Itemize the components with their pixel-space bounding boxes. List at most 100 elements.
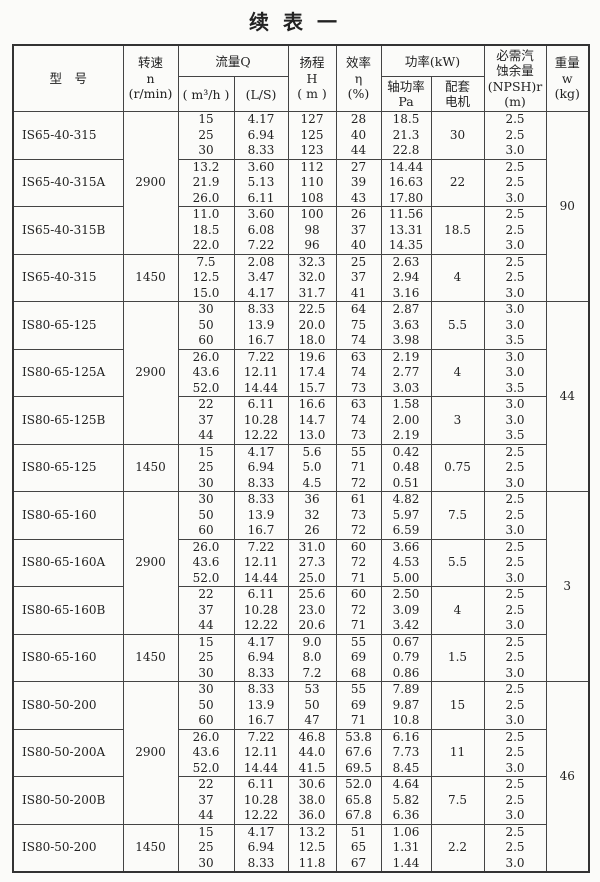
efficiency-cell: 27 39 43 [335, 158, 382, 207]
flow-m3h-value: 26.0 [192, 729, 220, 744]
motor-cell: 3 [430, 396, 485, 445]
flow-m3h-value: 12.5 [192, 270, 220, 284]
npsh-value: 3.0 [505, 760, 525, 775]
header-flow: 流量Q [177, 44, 289, 77]
shaft-power-value: 0.51 [392, 475, 420, 490]
head-value: 53 [304, 682, 320, 696]
flow-ls-cell: 2.08 3.47 4.17 [233, 253, 289, 302]
flow-m3h-value: 13.2 [192, 159, 220, 174]
shaft-power-value: 9.87 [392, 697, 420, 712]
npsh-value: 2.5 [505, 602, 525, 617]
flow-ls-value: 12.22 [243, 808, 279, 822]
speed-cell: 1450 [122, 253, 179, 302]
motor-cell: 18.5 [430, 206, 485, 255]
npsh-value: 2.5 [505, 634, 525, 649]
efficiency-value: 69 [350, 697, 367, 712]
flow-m3h-value: 60 [198, 523, 214, 537]
npsh-cell: 2.5 2.5 3.0 [483, 776, 547, 825]
npsh-value: 2.5 [505, 492, 525, 506]
header-weight-symbol: w [561, 70, 573, 86]
flow-m3h-value: 22 [198, 777, 214, 791]
flow-ls-value: 8.33 [247, 475, 275, 490]
efficiency-value: 63 [350, 397, 367, 411]
flow-ls-cell: 8.33 13.9 16.7 [233, 491, 289, 540]
table-row: IS80-50-200 1450 15 25 30 4.17 6.94 8.33 13.2 12.… [12, 823, 589, 873]
efficiency-value: 71 [350, 460, 367, 474]
flow-ls-value: 12.11 [243, 365, 279, 379]
flow-m3h-value: 44 [198, 428, 214, 442]
table-row: IS80-65-160 1450 15 25 30 4.17 6.94 8.33 9.0 8.0 7… [12, 633, 589, 682]
flow-ls-value: 4.17 [247, 285, 275, 300]
table-row: IS65-40-315 1450 7.5 12.5 15.0 2.08 3.47 4.17 32… [12, 253, 589, 302]
efficiency-value: 69.5 [345, 760, 372, 775]
shaft-power-value: 0.79 [392, 650, 420, 664]
npsh-value: 3.0 [505, 317, 525, 332]
head-value: 98 [304, 222, 320, 237]
flow-ls-value: 16.7 [247, 333, 275, 347]
flow-m3h-cell: 22 37 44 [177, 776, 235, 825]
npsh-value: 3.0 [505, 285, 525, 300]
flow-m3h-value: 50 [198, 507, 214, 522]
shaft-power-value: 5.00 [392, 570, 420, 585]
efficiency-value: 68 [350, 665, 367, 680]
shaft-power-value: 1.31 [392, 840, 420, 854]
flow-ls-cell: 4.17 6.94 8.33 [233, 823, 289, 873]
motor-cell: 4 [430, 348, 485, 397]
shaft-power-value: 6.36 [392, 808, 420, 822]
head-value: 25.6 [298, 587, 326, 601]
head-cell: 16.6 14.7 13.0 [287, 396, 337, 445]
header-motor-1: 配套 [444, 78, 470, 94]
model-cell: IS80-50-200B [12, 776, 124, 825]
flow-ls-value: 8.33 [247, 665, 275, 680]
flow-ls-value: 3.47 [247, 270, 275, 284]
efficiency-cell: 64 75 74 [335, 301, 382, 350]
flow-ls-value: 8.33 [247, 855, 275, 870]
header-weight-label: 重量 [554, 55, 580, 71]
shaft-power-value: 6.16 [392, 729, 420, 744]
model-cell: IS80-50-200A [12, 728, 124, 777]
efficiency-cell: 60 72 71 [335, 586, 382, 635]
efficiency-value: 55 [350, 444, 367, 459]
efficiency-value: 43 [350, 190, 367, 205]
motor-cell: 7.5 [430, 776, 485, 825]
flow-m3h-value: 21.9 [192, 175, 220, 189]
npsh-cell: 2.5 2.5 3.0 [483, 443, 547, 492]
flow-ls-value: 4.17 [247, 824, 275, 839]
head-value: 50 [304, 697, 320, 712]
flow-m3h-cell: 15 25 30 [177, 111, 235, 160]
head-value: 38.0 [298, 792, 326, 807]
head-value: 7.2 [302, 665, 322, 680]
flow-m3h-value: 30 [198, 475, 214, 490]
motor-cell: 0.75 [430, 443, 485, 492]
efficiency-value: 72 [350, 523, 367, 537]
efficiency-value: 26 [350, 207, 367, 221]
flow-m3h-cell: 30 50 60 [177, 491, 235, 540]
shaft-power-value: 2.63 [392, 254, 420, 269]
npsh-cell: 2.5 2.5 3.0 [483, 206, 547, 255]
npsh-value: 2.5 [505, 729, 525, 744]
flow-ls-value: 13.9 [247, 697, 275, 712]
efficiency-value: 44 [350, 143, 367, 157]
flow-ls-cell: 3.60 5.13 6.11 [233, 158, 289, 207]
shaft-power-value: 3.98 [392, 333, 420, 347]
flow-ls-value: 6.94 [247, 460, 275, 474]
shaft-power-value: 2.19 [392, 428, 420, 442]
flow-ls-value: 6.94 [247, 650, 275, 664]
header-power: 功率(kW) [380, 44, 485, 77]
shaft-power-value: 2.87 [392, 302, 420, 316]
npsh-value: 2.5 [505, 175, 525, 189]
efficiency-cell: 28 40 44 [335, 111, 382, 160]
flow-m3h-value: 43.6 [192, 745, 220, 759]
efficiency-value: 52.0 [345, 777, 372, 791]
flow-m3h-cell: 13.2 21.9 26.0 [177, 158, 235, 207]
npsh-value: 2.5 [505, 539, 525, 554]
npsh-cell: 2.5 2.5 3.0 [483, 728, 547, 777]
header-motor: 配套 电机 [430, 76, 485, 112]
head-value: 108 [300, 190, 324, 205]
efficiency-cell: 55 71 72 [335, 443, 382, 492]
shaft-power-cell: 0.67 0.79 0.86 [380, 633, 432, 682]
head-value: 123 [300, 143, 324, 157]
npsh-value: 3.0 [505, 397, 525, 411]
npsh-value: 2.5 [505, 159, 525, 174]
head-value: 14.7 [298, 412, 326, 427]
